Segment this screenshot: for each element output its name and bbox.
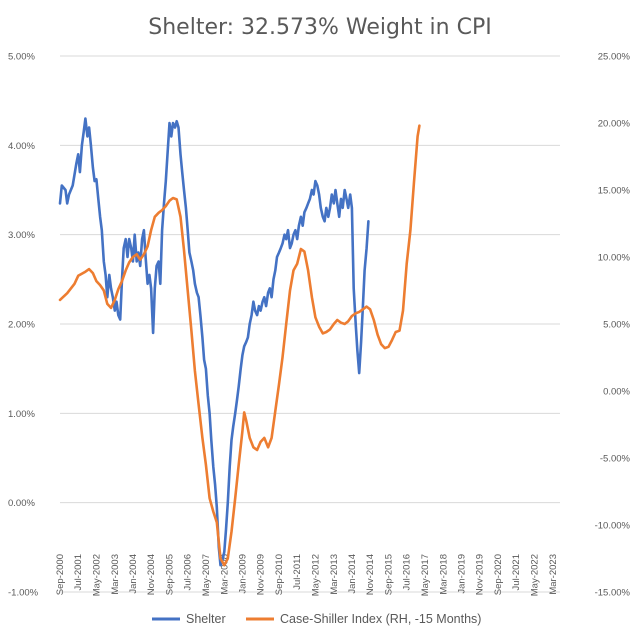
x-tick-label: Jul-2006 xyxy=(183,554,194,590)
x-tick-label: Sep-2015 xyxy=(384,554,395,595)
x-tick-label: Mar-2003 xyxy=(110,554,121,595)
x-tick-label: Mar-2018 xyxy=(438,554,449,595)
right-tick-label: 25.00% xyxy=(598,52,631,63)
x-tick-label: Mar-2008 xyxy=(219,554,230,595)
left-tick-label: 0.00% xyxy=(8,498,35,509)
right-axis-ticks: -15.00% -10.00% -5.00% 0.00% 5.00% 10.00% 15.0… xyxy=(595,52,631,599)
chart-title: Shelter: 32.573% Weight in CPI xyxy=(148,15,491,40)
x-tick-label: Nov-2014 xyxy=(365,554,376,595)
x-tick-label: Sep-2005 xyxy=(165,554,176,595)
left-tick-label: -1.00% xyxy=(8,588,39,599)
right-tick-label: 0.00% xyxy=(603,387,630,398)
x-tick-label: Mar-2013 xyxy=(329,554,340,595)
x-tick-label: Nov-2004 xyxy=(146,554,157,595)
right-tick-label: -15.00% xyxy=(595,588,631,599)
gridlines xyxy=(60,55,560,593)
series-line-case-shiller xyxy=(58,124,421,567)
x-tick-label: Jan-2019 xyxy=(456,554,467,594)
left-tick-label: 3.00% xyxy=(8,230,35,241)
x-tick-label: Jul-2001 xyxy=(73,554,84,590)
legend-item-case-shiller[interactable]: Case-Shiller Index (RH, -15 Months) xyxy=(246,612,481,626)
x-axis-ticks: Sep-2000 Jul-2001 May-2002 Mar-2003 Jan-2004… xyxy=(55,554,559,596)
left-tick-label: 4.00% xyxy=(8,141,35,152)
x-tick-label: May-2017 xyxy=(420,554,431,596)
legend-item-shelter[interactable]: Shelter xyxy=(152,612,226,626)
series-lines xyxy=(58,117,421,567)
left-tick-label: 2.00% xyxy=(8,320,35,331)
right-tick-label: -5.00% xyxy=(600,454,631,465)
right-tick-label: 5.00% xyxy=(603,320,630,331)
series-line-shelter xyxy=(58,117,370,567)
x-tick-label: May-2002 xyxy=(91,554,102,596)
legend-label-shelter: Shelter xyxy=(186,612,226,626)
right-tick-label: 15.00% xyxy=(598,186,631,197)
legend-label-case-shiller: Case-Shiller Index (RH, -15 Months) xyxy=(280,612,481,626)
left-axis-ticks: -1.00% 0.00% 1.00% 2.00% 3.00% 4.00% 5.00% xyxy=(8,52,39,599)
x-tick-label: May-2012 xyxy=(310,554,321,596)
x-tick-label: Nov-2019 xyxy=(475,554,486,595)
x-tick-label: Sep-2010 xyxy=(274,554,285,595)
x-tick-label: Jan-2009 xyxy=(237,554,248,594)
x-tick-label: Jan-2004 xyxy=(128,554,139,594)
right-tick-label: -10.00% xyxy=(595,521,631,532)
right-tick-label: 10.00% xyxy=(598,253,631,264)
x-tick-label: Jul-2016 xyxy=(402,554,413,590)
x-tick-label: Sep-2020 xyxy=(493,554,504,595)
x-tick-label: May-2007 xyxy=(201,554,212,596)
left-tick-label: 5.00% xyxy=(8,52,35,63)
x-tick-label: Nov-2009 xyxy=(256,554,267,595)
x-tick-label: Jul-2021 xyxy=(511,554,522,590)
left-tick-label: 1.00% xyxy=(8,409,35,420)
x-tick-label: Jan-2014 xyxy=(347,554,358,594)
x-tick-label: Mar-2023 xyxy=(548,554,559,595)
right-tick-label: 20.00% xyxy=(598,119,631,130)
x-tick-label: May-2022 xyxy=(529,554,540,596)
x-tick-label: Sep-2000 xyxy=(55,554,66,595)
x-tick-label: Jul-2011 xyxy=(292,554,303,590)
legend: Shelter Case-Shiller Index (RH, -15 Mont… xyxy=(152,612,481,626)
